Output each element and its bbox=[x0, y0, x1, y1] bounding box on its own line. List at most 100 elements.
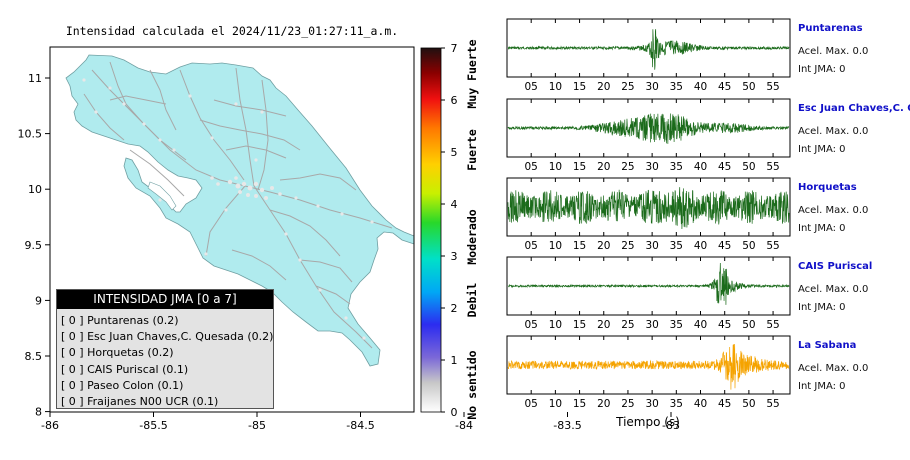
waveform-panel: 05 10 15 20 25 30 35 40 45 50 55 bbox=[506, 177, 791, 252]
legend-item: [ 0 ] Horquetas (0.2) bbox=[61, 346, 174, 360]
map-x-tick-label: -83.5 bbox=[553, 419, 581, 432]
colorbar-tick-label: 3 bbox=[451, 250, 458, 263]
station-acel-max: Acel. Max. 0.0 bbox=[798, 46, 869, 57]
colorbar-label: Muy Fuerte bbox=[465, 39, 479, 108]
waveform-tick-label: 55 bbox=[766, 240, 779, 252]
waveform-panel: 05 10 15 20 25 30 35 40 45 50 55 bbox=[506, 256, 791, 331]
waveform-tick-label: 35 bbox=[670, 398, 683, 410]
colorbar-label: Debil bbox=[465, 283, 479, 318]
waveform-tick-label: 05 bbox=[525, 161, 538, 173]
waveform-tick-label: 50 bbox=[742, 240, 755, 252]
waveform-tick-label: 45 bbox=[718, 161, 731, 173]
map-x-tick-label: -84.5 bbox=[346, 419, 374, 432]
waveform-tick-label: 20 bbox=[597, 398, 610, 410]
colorbar-tick-label: 1 bbox=[451, 354, 458, 367]
station-name: Puntarenas bbox=[798, 23, 863, 34]
map-y-tick-label: 8 bbox=[35, 406, 42, 419]
waveform-tick-label: 20 bbox=[597, 240, 610, 252]
map-y-tick-label: 11 bbox=[28, 72, 42, 85]
waveform-tick-label: 30 bbox=[645, 161, 658, 173]
colorbar-label: Moderado bbox=[465, 209, 479, 264]
waveform-tick-label: 15 bbox=[573, 398, 586, 410]
station-acel-max: Acel. Max. 0.0 bbox=[798, 284, 869, 295]
map-x-tick-label: -84 bbox=[455, 419, 473, 432]
waveform-tick-label: 10 bbox=[549, 319, 562, 331]
map-y-tick-label: 9.5 bbox=[25, 239, 43, 252]
station-acel-max: Acel. Max. 0.0 bbox=[798, 126, 869, 137]
waveform-tick-label: 50 bbox=[742, 81, 755, 93]
legend-item: [ 0 ] Esc Juan Chaves,C. Quesada (0.2) bbox=[61, 330, 274, 344]
waveform-tick-label: 25 bbox=[621, 398, 634, 410]
colorbar-tick-label: 6 bbox=[451, 94, 458, 107]
gulf-of-nicoya bbox=[147, 181, 177, 211]
waveform-tick-label: 25 bbox=[621, 240, 634, 252]
map-x-axis: -86 -85.5 -85 -84.5 -84 -83.5 -83 bbox=[41, 412, 680, 432]
waveform-tick-label: 55 bbox=[766, 319, 779, 331]
station-acel-max: Acel. Max. 0.0 bbox=[798, 205, 869, 216]
station-int-jma: Int JMA: 0 bbox=[798, 302, 846, 313]
waveform-tick-label: 20 bbox=[597, 319, 610, 331]
waveform-tick-label: 05 bbox=[525, 81, 538, 93]
map-y-tick-label: 8.5 bbox=[25, 350, 43, 363]
waveform-tick-label: 05 bbox=[525, 319, 538, 331]
waveform-tick-label: 15 bbox=[573, 240, 586, 252]
waveform-trace bbox=[507, 113, 790, 144]
waveform-trace bbox=[507, 187, 790, 230]
waveform-panel: 05 10 15 20 25 30 35 40 45 50 55 bbox=[506, 18, 791, 93]
waveform-tick-label: 50 bbox=[742, 161, 755, 173]
waveform-tick-label: 55 bbox=[766, 81, 779, 93]
station-name: CAIS Puriscal bbox=[798, 261, 873, 272]
waveform-tick-label: 40 bbox=[694, 319, 707, 331]
map-y-tick-label: 9 bbox=[35, 294, 42, 307]
waveform-tick-label: 35 bbox=[670, 240, 683, 252]
waveform-panels: 05 10 15 20 25 30 35 40 45 50 55 05 10 15 20 25 30 35 40 45… bbox=[506, 18, 791, 410]
legend-item: [ 0 ] Puntarenas (0.2) bbox=[61, 314, 179, 327]
waveform-tick-label: 20 bbox=[597, 81, 610, 93]
waveform-tick-label: 45 bbox=[718, 240, 731, 252]
waveform-tick-label: 55 bbox=[766, 161, 779, 173]
station-int-jma: Int JMA: 0 bbox=[798, 223, 846, 234]
waveform-tick-label: 35 bbox=[670, 81, 683, 93]
waveform-tick-label: 15 bbox=[573, 81, 586, 93]
station-name: La Sabana bbox=[798, 340, 857, 351]
waveform-tick-label: 30 bbox=[645, 398, 658, 410]
colorbar-tick-label: 5 bbox=[451, 146, 458, 159]
waveform-tick-label: 30 bbox=[645, 240, 658, 252]
waveform-tick-label: 25 bbox=[621, 161, 634, 173]
waveform-tick-label: 30 bbox=[645, 319, 658, 331]
map-x-tick-label: -86 bbox=[41, 419, 59, 432]
station-acel-max: Acel. Max. 0.0 bbox=[798, 363, 869, 374]
colorbar-tick-label: 0 bbox=[451, 406, 458, 419]
station-name: Esc Juan Chaves,C. Qu bbox=[798, 103, 910, 114]
waveform-panel: 05 10 15 20 25 30 35 40 45 50 55 bbox=[506, 98, 791, 173]
map-y-tick-label: 10 bbox=[28, 183, 42, 196]
legend-item: [ 0 ] CAIS Puriscal (0.1) bbox=[61, 362, 189, 376]
intensity-legend: INTENSIDAD JMA [0 a 7] [ 0 ] Puntarenas … bbox=[56, 289, 274, 409]
waveform-tick-label: 40 bbox=[694, 240, 707, 252]
waveform-tick-label: 45 bbox=[718, 398, 731, 410]
intensity-colorbar bbox=[420, 47, 442, 413]
colorbar-label: Fuerte bbox=[465, 129, 479, 171]
legend-title: INTENSIDAD JMA [0 a 7] bbox=[57, 290, 273, 309]
colorbar-tick-label: 4 bbox=[451, 198, 458, 211]
waveform-tick-label: 30 bbox=[645, 81, 658, 93]
road-network bbox=[83, 61, 393, 349]
station-int-jma: Int JMA: 0 bbox=[798, 144, 846, 155]
waveform-tick-label: 10 bbox=[549, 81, 562, 93]
colorbar-label: No sentido bbox=[465, 350, 479, 419]
legend-item: [ 0 ] Fraijanes N00 UCR (0.1) bbox=[61, 395, 219, 409]
waveform-tick-label: 10 bbox=[549, 240, 562, 252]
legend-item: [ 0 ] Paseo Colon (0.1) bbox=[61, 378, 184, 392]
waveform-tick-label: 05 bbox=[525, 240, 538, 252]
waveform-tick-label: 40 bbox=[694, 398, 707, 410]
waveform-tick-label: 25 bbox=[621, 81, 634, 93]
waveform-tick-label: 35 bbox=[670, 161, 683, 173]
waveform-tick-label: 35 bbox=[670, 319, 683, 331]
waveform-panel: 05 10 15 20 25 30 35 40 45 50 55 bbox=[506, 335, 791, 410]
waveform-tick-label: 10 bbox=[549, 161, 562, 173]
station-name: Horquetas bbox=[798, 182, 857, 193]
waveform-tick-label: 50 bbox=[742, 398, 755, 410]
map-x-tick-label: -83 bbox=[662, 419, 680, 432]
waveform-tick-label: 20 bbox=[597, 161, 610, 173]
